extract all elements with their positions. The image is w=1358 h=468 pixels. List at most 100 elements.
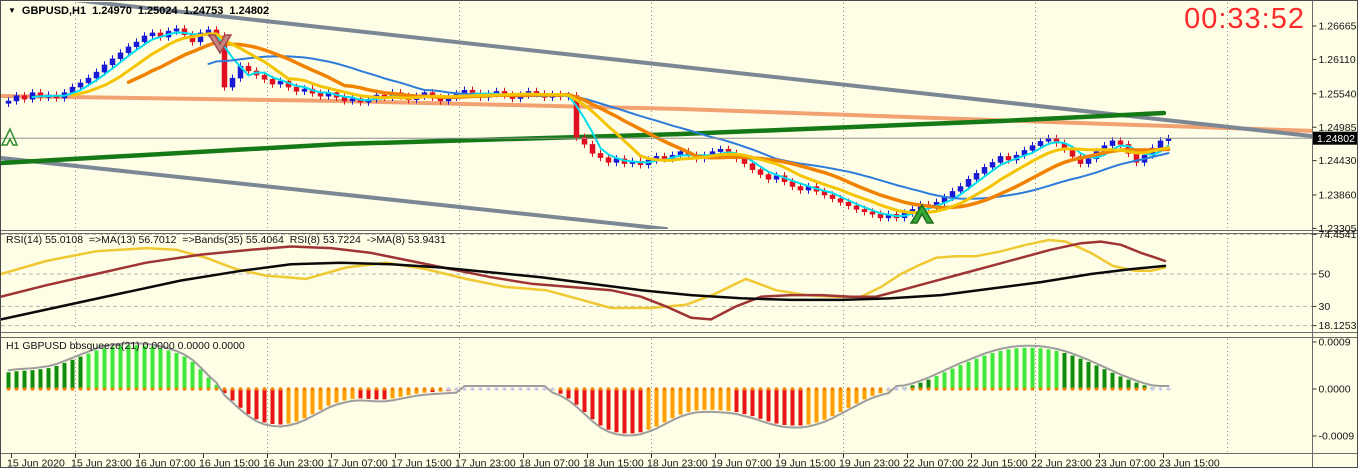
- ohlc-close: 1.24802: [229, 5, 270, 17]
- squeeze-zero-dot: [566, 387, 571, 391]
- histogram-bar: [846, 389, 851, 408]
- candle-body: [293, 86, 300, 92]
- candle-body: [853, 205, 860, 210]
- histogram-bar: [214, 384, 219, 389]
- histogram-bar: [286, 389, 291, 424]
- price-tick-label: 1.23305: [1319, 223, 1357, 235]
- squeeze-zero-dot: [270, 387, 275, 391]
- squeeze-zero-dot: [582, 387, 587, 391]
- squeeze-zero-dot: [158, 387, 163, 391]
- histogram-bar: [694, 389, 699, 411]
- squeeze-zero-dot: [38, 387, 43, 391]
- squeeze-zero-dot: [638, 387, 643, 391]
- histogram-bar: [254, 389, 259, 420]
- squeeze-zero-dot: [646, 387, 651, 391]
- histogram-bar: [854, 389, 859, 404]
- squeeze-zero-dot: [414, 387, 419, 391]
- squeeze-zero-dot: [510, 387, 515, 391]
- histogram-bar: [238, 389, 243, 408]
- histogram-bar: [758, 389, 763, 419]
- squeeze-zero-dot: [518, 387, 523, 391]
- histogram-bar: [710, 389, 715, 410]
- squeeze-zero-dot: [854, 387, 859, 391]
- squeeze-zero-dot: [742, 387, 747, 391]
- histogram-bar: [1022, 347, 1027, 389]
- squeeze-zero-dot: [878, 387, 883, 391]
- histogram-bar: [838, 389, 843, 412]
- squeeze-zero-dot: [1006, 387, 1011, 391]
- histogram-bar: [1070, 355, 1075, 389]
- histogram-bar: [134, 345, 139, 389]
- time-tick-label: 17 Jun 07:00: [327, 458, 388, 468]
- histogram-bar: [1086, 361, 1091, 389]
- bbsqueeze-panel: [6, 342, 1171, 437]
- histogram-bar: [742, 389, 747, 415]
- squeeze-zero-dot: [622, 387, 627, 391]
- candle-body: [1085, 158, 1092, 164]
- time-tick-label: 22 Jun 07:00: [903, 458, 964, 468]
- histogram-bar: [782, 389, 787, 425]
- day-gridlines: [75, 3, 1228, 452]
- squeeze-zero-dot: [974, 387, 979, 391]
- histogram-bar: [198, 369, 203, 389]
- histogram-bar: [422, 389, 427, 393]
- squeeze-zero-dot: [798, 387, 803, 391]
- histogram-bar: [326, 389, 331, 406]
- histogram-bar: [334, 389, 339, 403]
- squeeze-zero-dot: [814, 387, 819, 391]
- squeeze-zero-dot: [886, 387, 891, 391]
- squeeze-zero-dot: [278, 387, 283, 391]
- histogram-bar: [1118, 376, 1123, 389]
- histogram-bar: [86, 353, 91, 389]
- squeeze-zero-dot: [1046, 387, 1051, 391]
- squeeze-zero-dot: [926, 387, 931, 391]
- squeeze-zero-dot: [998, 387, 1003, 391]
- histogram-bar: [606, 389, 611, 430]
- histogram-bar: [70, 359, 75, 389]
- ohlc-high: 1.25024: [137, 5, 178, 17]
- histogram-bar: [766, 389, 771, 422]
- squeeze-zero-dot: [406, 387, 411, 391]
- histogram-bar: [30, 370, 35, 389]
- squeeze-zero-dot: [30, 387, 35, 391]
- squeeze-zero-dot: [662, 387, 667, 391]
- candle-body: [581, 136, 588, 145]
- time-tick-label: 18 Jun 23:00: [647, 458, 708, 468]
- histogram-bar: [414, 389, 419, 394]
- candle-body: [605, 157, 612, 163]
- squeeze-zero-dot: [486, 387, 491, 391]
- histogram-bar: [166, 350, 171, 389]
- squeeze-zero-dot: [774, 387, 779, 391]
- time-axis[interactable]: 15 Jun 2020 15 Jun 23:00 16 Jun 07:00 16 Ju…: [7, 453, 1220, 468]
- histogram-bar: [646, 389, 651, 430]
- histogram-bar: [966, 361, 971, 389]
- squeeze-zero-dot: [870, 387, 875, 391]
- squeeze-zero-dot: [942, 387, 947, 391]
- candle-body: [277, 80, 284, 85]
- histogram-bar: [270, 389, 275, 424]
- histogram-bar: [822, 389, 827, 420]
- squeeze-zero-dot: [430, 387, 435, 391]
- squeeze-zero-dot: [678, 387, 683, 391]
- squeeze-zero-dot: [846, 387, 851, 391]
- time-tick-label: 16 Jun 07:00: [135, 458, 196, 468]
- rsi-tick-label: 74.4541: [1319, 229, 1357, 241]
- current-price-tag: [1313, 131, 1357, 145]
- lower-trendline: [1, 156, 668, 229]
- candle-body: [13, 95, 20, 102]
- candle-body: [141, 35, 148, 43]
- squeeze-zero-dot: [334, 387, 339, 391]
- candle-body: [877, 214, 884, 219]
- candle-body: [261, 74, 268, 80]
- price-axis[interactable]: 1.26665 1.26110 1.25540 1.24985 1.24430 1.238…: [1312, 1, 1358, 468]
- squeeze-tick-label: 0.0009: [1319, 337, 1351, 349]
- squeeze-zero-dot: [6, 387, 11, 391]
- histogram-bar: [6, 372, 11, 389]
- candle-body: [269, 79, 276, 85]
- ma-slow-blue: [207, 55, 1170, 200]
- histogram-bar: [1094, 365, 1099, 389]
- symbol-dropdown-icon[interactable]: ▼: [8, 5, 16, 15]
- squeeze-zero-dot: [630, 387, 635, 391]
- histogram-bar: [878, 389, 883, 394]
